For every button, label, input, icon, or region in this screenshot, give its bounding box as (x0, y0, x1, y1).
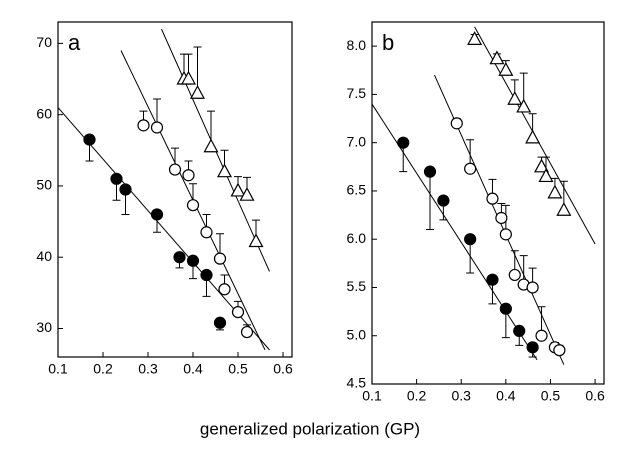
circle-point (486, 192, 499, 205)
y-tick-label: 50 (36, 177, 52, 193)
circle-point (231, 305, 245, 319)
x-tick-label: 0.2 (407, 388, 427, 404)
triangle-point (180, 70, 197, 85)
x-tick-label: 0.4 (183, 361, 203, 377)
circle-point (110, 172, 123, 185)
circle-point (213, 252, 227, 265)
x-tick-label: 0.3 (451, 388, 471, 404)
triangle-point (248, 233, 264, 248)
x-tick-label: 0.6 (273, 361, 293, 377)
triangle-point (538, 168, 554, 183)
triangle-point (556, 201, 572, 216)
circle-point (200, 226, 213, 239)
circle-point (464, 162, 477, 175)
circle-point (150, 208, 164, 221)
triangle-point (189, 85, 206, 99)
circle-point (186, 199, 200, 212)
triangle-point (216, 163, 233, 178)
fit-line (371, 103, 538, 361)
circle-point (173, 251, 186, 264)
circle-point (119, 183, 132, 196)
circle-point (535, 329, 548, 342)
x-axis-label: generalized polarization (GP) (200, 419, 420, 438)
circle-point (83, 133, 96, 146)
circle-point (495, 211, 508, 225)
panel-label: a (68, 30, 81, 55)
circle-point (168, 163, 182, 176)
x-tick-label: 0.1 (48, 361, 68, 377)
y-tick-label: 5.5 (347, 278, 367, 294)
circle-point (137, 119, 150, 132)
circle-point (150, 121, 164, 134)
triangle-point (516, 98, 532, 113)
circle-point (186, 254, 200, 267)
plot-frame (371, 21, 605, 385)
circle-point (508, 268, 521, 282)
circle-point (423, 165, 437, 178)
circle-point (464, 233, 477, 246)
y-tick-label: 8.0 (347, 37, 367, 53)
y-tick-label: 70 (36, 34, 52, 50)
circle-point (450, 117, 463, 130)
circle-point (240, 325, 254, 339)
triangle-point (525, 129, 541, 144)
x-tick-label: 0.1 (362, 388, 382, 404)
triangle-point (230, 182, 246, 197)
panel-label: b (382, 30, 394, 55)
circle-point (526, 281, 539, 294)
circle-point (397, 136, 410, 149)
y-tick-label: 5.0 (347, 326, 367, 342)
y-tick-label: 6.5 (347, 182, 367, 198)
triangle-point (203, 138, 219, 153)
y-tick-label: 6.0 (347, 230, 367, 246)
x-tick-label: 0.5 (228, 361, 248, 377)
circle-point (513, 324, 526, 338)
triangle-point (507, 90, 523, 105)
triangle-point (489, 50, 505, 65)
x-tick-label: 0.2 (93, 361, 113, 377)
circle-point (486, 273, 499, 286)
triangle-point (239, 186, 255, 201)
circle-point (200, 268, 213, 282)
circle-point (213, 316, 227, 329)
triangle-point (547, 184, 563, 199)
y-tick-label: 7.5 (347, 85, 367, 101)
y-tick-label: 40 (36, 248, 52, 264)
circle-point (437, 194, 450, 207)
x-tick-label: 0.6 (585, 388, 605, 404)
triangle-point (467, 31, 483, 45)
x-tick-label: 0.4 (496, 388, 516, 404)
circle-point (553, 344, 566, 357)
y-tick-label: 4.5 (347, 375, 367, 391)
circle-point (526, 341, 539, 354)
error-bar (426, 171, 434, 231)
circle-point (499, 228, 512, 241)
y-tick-label: 30 (36, 319, 52, 335)
y-tick-label: 7.0 (347, 133, 367, 149)
x-tick-label: 0.5 (541, 388, 561, 404)
triangle-point (534, 158, 550, 173)
y-tick-label: 60 (36, 105, 52, 121)
x-tick-label: 0.3 (138, 361, 158, 377)
triangle-point (498, 62, 514, 76)
plot-frame (57, 21, 293, 358)
circle-point (182, 169, 195, 182)
circle-point (499, 302, 512, 315)
circle-point (218, 283, 231, 296)
